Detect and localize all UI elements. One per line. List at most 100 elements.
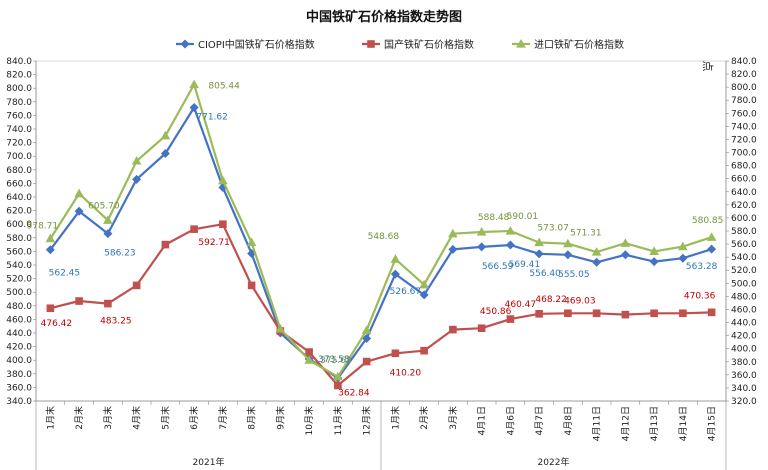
data-label: 526.67 [390, 287, 422, 297]
legend-marker [516, 39, 526, 48]
data-point [103, 229, 113, 239]
x-tick-label: 2月末 [73, 406, 85, 430]
y-tick-label-right: 440.0 [731, 319, 757, 329]
y-tick-label-right: 720.0 [731, 135, 757, 145]
x-tick-label: 4月6日 [505, 406, 516, 435]
legend-label: 进口铁矿石价格指数 [534, 38, 624, 51]
data-label: 571.31 [570, 229, 602, 239]
y-tick-label-right: 480.0 [731, 292, 757, 302]
data-point [190, 225, 198, 233]
data-point [649, 246, 659, 255]
series-layer [45, 79, 717, 390]
legend-label: CIOPI中国铁矿石价格指数 [198, 38, 315, 51]
y-tick-label-right: 640.0 [731, 188, 757, 198]
y-tick-label-right: 800.0 [731, 83, 757, 93]
y-tick-label-left: 660.0 [6, 179, 32, 189]
y-tick-label-left: 480.0 [6, 302, 32, 312]
data-labels: 562.45 586.23 771.62 373.58 526.67 566.59569.… [27, 82, 724, 399]
chart-title: 中国铁矿石价格指数走势图 [306, 9, 462, 25]
y-tick-label-right: 620.0 [731, 201, 757, 211]
data-point [391, 349, 400, 358]
y-tick-label-right: 420.0 [731, 332, 757, 342]
y-tick-label-left: 360.0 [6, 383, 32, 393]
x-tick-label: 11月末 [332, 406, 344, 435]
y-tick-label-left: 700.0 [6, 152, 32, 162]
x-tick-label: 5月末 [159, 406, 171, 430]
y-tick-label-right: 580.0 [731, 227, 757, 237]
y-tick-label-left: 620.0 [6, 207, 32, 217]
data-point [448, 244, 458, 254]
y-tick-label-right: 560.0 [731, 240, 757, 250]
data-label: 563.28 [686, 262, 718, 272]
y-tick-label-right: 600.0 [731, 214, 757, 224]
data-point [104, 299, 112, 308]
legend-label: 国产铁矿石价格指数 [384, 38, 474, 51]
x-tick-label: 7月末 [217, 406, 229, 430]
data-label: 470.36 [684, 291, 716, 301]
legend-item: 国产铁矿石价格指数 [362, 38, 474, 51]
data-point [74, 206, 84, 216]
data-label: 805.44 [208, 82, 240, 92]
data-label: 469.03 [564, 296, 596, 306]
data-point [592, 309, 601, 318]
data-point [305, 348, 313, 356]
x-tick-label: 4月13日 [649, 406, 660, 441]
data-point [45, 233, 56, 243]
y-tick-label-right: 740.0 [731, 122, 757, 132]
x-tick-label: 10月末 [303, 406, 315, 435]
x-tick-label: 4月1日 [477, 406, 488, 435]
data-point [678, 241, 688, 251]
series-line [49, 106, 712, 380]
data-point [707, 244, 717, 254]
series-1 [45, 102, 717, 383]
data-point [449, 325, 457, 334]
data-label: 555.05 [558, 270, 590, 280]
x-tick-label: 4月7日 [534, 406, 545, 435]
y-tick-label-left: 720.0 [6, 139, 32, 149]
y-tick-label-right: 780.0 [731, 96, 757, 106]
data-point [477, 324, 486, 333]
y-tick-label-left: 540.0 [6, 261, 32, 271]
y-tick-label-right: 840.0 [731, 57, 757, 67]
group-label: 2022年 [538, 456, 570, 468]
data-label: 578.71 [27, 222, 59, 232]
x-tick-label: 4月14日 [678, 406, 689, 441]
data-label: 569.41 [509, 260, 541, 270]
data-point [535, 310, 543, 318]
x-tick-label: 2月末 [418, 406, 430, 430]
data-label: 548.68 [368, 232, 400, 242]
data-label: 566.59 [482, 262, 514, 272]
data-label: 590.01 [507, 212, 539, 222]
data-point [620, 238, 631, 247]
y-tick-label-right: 340.0 [731, 384, 757, 394]
y-tick-label-left: 400.0 [6, 356, 32, 366]
data-point [275, 323, 286, 333]
y-tick-label-left: 380.0 [6, 370, 32, 380]
legend-item: CIOPI中国铁矿石价格指数 [176, 38, 315, 51]
data-point [707, 308, 716, 317]
data-point [362, 357, 371, 366]
data-point [132, 281, 141, 290]
data-point [160, 130, 171, 140]
data-point [534, 237, 544, 247]
legend-item: 进口铁矿石价格指数 [512, 38, 624, 51]
data-label: 483.25 [100, 317, 132, 327]
y-tick-label-right: 500.0 [731, 279, 757, 289]
y-tick-label-left: 780.0 [6, 98, 32, 108]
data-label: 588.48 [478, 213, 510, 223]
x-tick-label: 4月15日 [707, 406, 718, 441]
data-point [334, 381, 342, 390]
data-point [650, 309, 658, 318]
x-tick-label: 12月末 [361, 406, 373, 435]
y-tick-label-left: 800.0 [6, 84, 32, 94]
y-tick-label-right: 760.0 [731, 109, 757, 119]
group-label: 2021年 [193, 456, 225, 468]
data-point [620, 250, 630, 260]
data-point [45, 245, 55, 255]
data-label: 592.71 [198, 238, 230, 248]
data-point [420, 346, 428, 355]
data-point [448, 228, 458, 238]
y-tick-label-left: 560.0 [6, 247, 32, 257]
plot-area [35, 60, 727, 402]
